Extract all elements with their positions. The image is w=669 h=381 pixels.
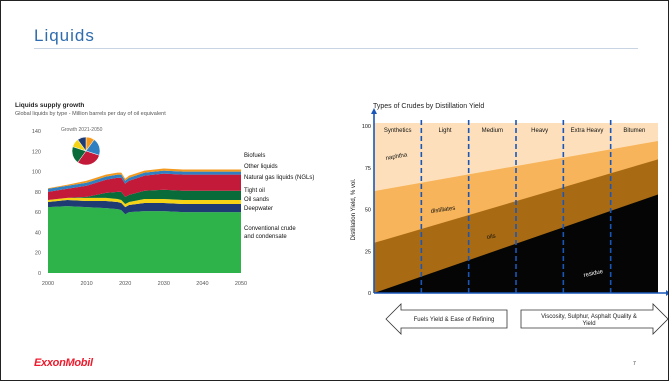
legend-label: Biofuels [244, 153, 265, 159]
area-series [48, 189, 241, 204]
y-axis-arrowhead [371, 108, 377, 114]
x-tick-label: 2000 [42, 281, 54, 287]
legend-label: Natural gas liquids (NGLs) [244, 175, 314, 181]
y-tick-label: 120 [32, 149, 41, 155]
y-tick-label: 80 [35, 190, 41, 196]
category-label: Heavy [531, 128, 548, 134]
title-divider [34, 48, 638, 49]
legend-label: Deepwater [244, 206, 273, 212]
y-tick-label: 75 [365, 166, 371, 172]
right-chart-title: Types of Crudes by Distillation Yield [373, 103, 485, 110]
x-tick-label: 2020 [119, 281, 131, 287]
category-label: Light [438, 128, 451, 134]
area-series [48, 168, 241, 189]
y-axis-label: Distillation Yield, % vol. [351, 178, 357, 240]
y-tick-label: 140 [32, 129, 41, 135]
page-number: 7 [633, 361, 636, 367]
left-arrow-shape [385, 303, 508, 335]
y-tick-label: 20 [35, 251, 41, 257]
legend-label: Other liquids [244, 164, 278, 170]
left-chart-subtitle: Global liquids by type - Million barrels… [15, 111, 166, 117]
legend-label: Conventional crude [244, 226, 296, 232]
legend-label: Tight oil [244, 188, 265, 194]
category-label: Medium [482, 128, 503, 134]
area-series [48, 197, 241, 208]
band-label: naphtha [385, 152, 408, 162]
band-label: distillates [430, 206, 455, 215]
left-chart-title: Liquids supply growth [15, 102, 85, 109]
area-series [48, 173, 241, 200]
area-series [48, 206, 241, 273]
y-tick-label: 100 [32, 170, 41, 176]
exxonmobil-logo: ExxonMobil [34, 357, 93, 369]
x-tick-label: 2030 [158, 281, 170, 287]
band-label: residue [583, 269, 604, 279]
x-tick-label: 2040 [196, 281, 208, 287]
y-tick-label: 40 [35, 230, 41, 236]
slide-title: Liquids [34, 26, 95, 45]
right-arrow-shape [520, 303, 668, 335]
pie-slice [77, 136, 87, 152]
y-tick-label: 50 [365, 208, 371, 214]
area-series [48, 200, 241, 215]
x-axis-arrowhead [666, 290, 668, 296]
left-arrow-label: Fuels Yield & Ease of Refining [414, 317, 495, 323]
category-label: Synthetics [384, 128, 412, 134]
pie-label: Growth 2021-2050 [61, 127, 103, 133]
y-tick-label: 25 [365, 249, 371, 255]
category-label: Bitumen [623, 128, 645, 134]
y-tick-label: 100 [362, 124, 371, 130]
y-tick-label: 0 [368, 291, 371, 297]
legend-label: and condensate [244, 234, 287, 240]
x-tick-label: 2050 [235, 281, 247, 287]
pie-slice [77, 150, 100, 166]
legend-label: Oil sands [244, 197, 269, 203]
right-arrow-label: Yield [582, 321, 595, 327]
y-tick-label: 0 [38, 271, 41, 277]
area-series [48, 170, 241, 192]
band-label: oils [486, 233, 496, 240]
right-arrow-label: Viscosity, Sulphur, Asphalt Quality & [541, 314, 637, 320]
category-label: Extra Heavy [571, 128, 604, 134]
x-tick-label: 2010 [80, 281, 92, 287]
y-tick-label: 60 [35, 210, 41, 216]
